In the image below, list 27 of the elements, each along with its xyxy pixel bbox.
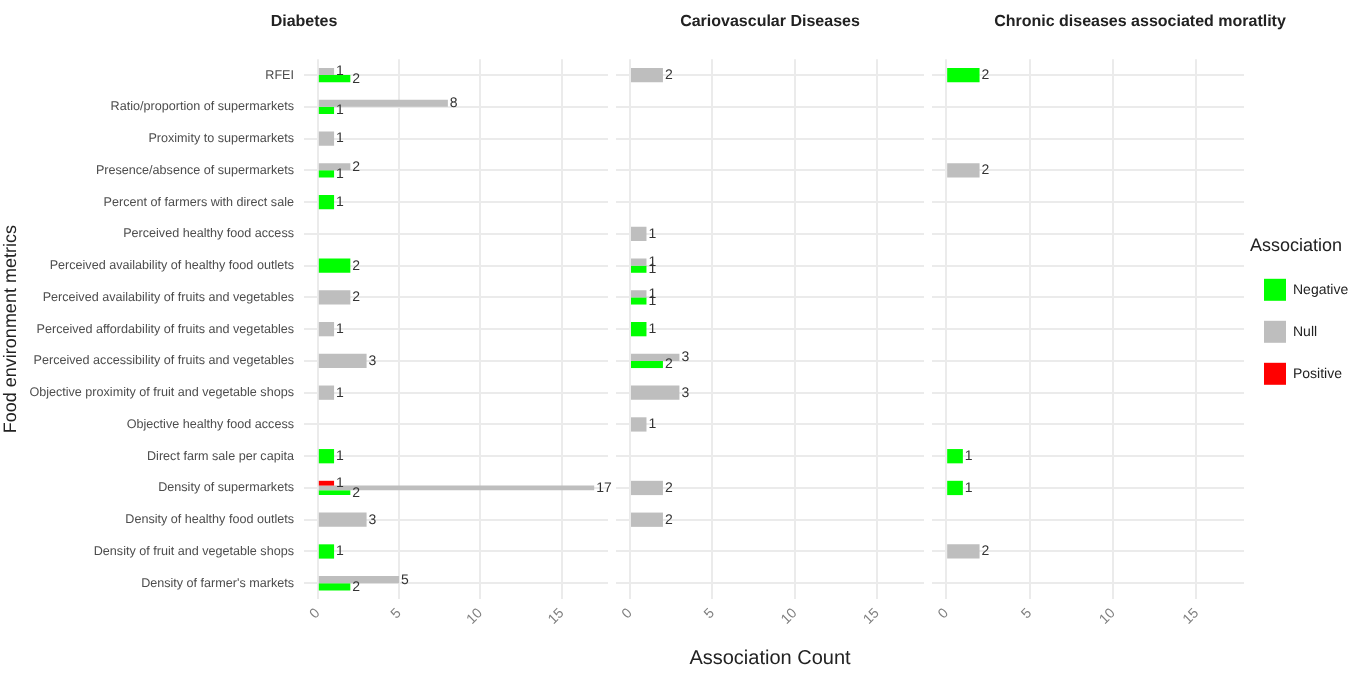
bar	[631, 226, 647, 242]
bar	[631, 67, 663, 83]
bar	[318, 131, 335, 146]
chart-title: Diabetes	[270, 12, 339, 31]
bar	[318, 106, 335, 114]
bar	[318, 290, 351, 305]
bar	[318, 490, 351, 496]
bar	[318, 512, 367, 527]
bar	[318, 385, 335, 400]
bar	[318, 75, 351, 83]
y-axis-title: Food environment metrics	[0, 224, 20, 434]
bar	[631, 417, 647, 432]
bar	[631, 360, 663, 369]
bar	[631, 385, 680, 400]
bar	[318, 583, 351, 591]
chart-title: Cariovascular Diseases	[680, 12, 861, 31]
bar	[318, 322, 335, 337]
bar	[631, 297, 647, 305]
bar	[318, 480, 335, 486]
legend-title: Association	[1249, 235, 1343, 256]
bar	[631, 512, 663, 527]
chart-title: Chronic diseases associated moratlity	[994, 12, 1287, 31]
bar	[631, 265, 647, 273]
bar	[318, 170, 335, 178]
x-axis-title: Association Count	[689, 647, 852, 670]
bar	[318, 353, 367, 369]
bar	[631, 480, 663, 496]
